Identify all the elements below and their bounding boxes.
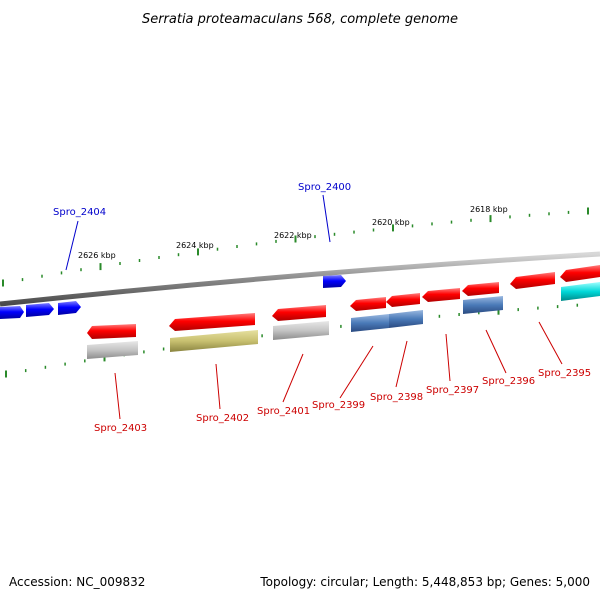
connector-Spro_2398: [395, 340, 408, 388]
forward-tick-ring: [2, 207, 589, 287]
label-connectors: [65, 194, 563, 420]
connector-Spro_2402: [215, 363, 221, 410]
feature-box-Spro_2398[interactable]: [389, 310, 423, 328]
connector-Spro_2399: [339, 345, 374, 399]
gene-arrow-Spro_2398[interactable]: [386, 293, 420, 307]
connector-Spro_2395: [538, 321, 563, 365]
gene-label-Spro_2398[interactable]: Spro_2398: [370, 392, 423, 403]
gene-label-Spro_2399[interactable]: Spro_2399: [312, 400, 365, 411]
feature-box-Spro_2403[interactable]: [87, 341, 138, 359]
gene-arrow-Spro_2402[interactable]: [169, 313, 255, 331]
feature-box-Spro_2401[interactable]: [273, 321, 329, 340]
gene-label-Spro_2404[interactable]: Spro_2404: [53, 207, 106, 218]
reverse-genes-row1: [87, 265, 600, 339]
gene-arrow-Spro_2403[interactable]: [87, 324, 136, 339]
accession-text: Accession: NC_009832: [9, 575, 145, 589]
gene-arrow-Spro_2401[interactable]: [272, 305, 326, 321]
gene-arrow-Spro_2400[interactable]: [323, 275, 346, 288]
feature-box-Spro_2402[interactable]: [170, 330, 258, 352]
connector-Spro_2404: [65, 220, 79, 271]
scale-label-2624: 2624 kbp: [176, 241, 214, 250]
genome-summary-text: Topology: circular; Length: 5,448,853 bp…: [259, 575, 590, 589]
gene-label-Spro_2401[interactable]: Spro_2401: [257, 406, 310, 417]
feature-box-Spro_2396[interactable]: [463, 296, 503, 314]
scale-label-2622: 2622 kbp: [274, 231, 312, 240]
connector-Spro_2401: [282, 353, 304, 403]
gene-label-Spro_2395[interactable]: Spro_2395: [538, 368, 591, 379]
gene-arrow-Spro_2399[interactable]: [350, 297, 386, 311]
gene-arrow-Spro_2397[interactable]: [422, 288, 460, 302]
gene-label-Spro_2400[interactable]: Spro_2400: [298, 182, 351, 193]
gene-arrow-Spro_2404[interactable]: [58, 301, 81, 315]
gene-arrow-forward[interactable]: [26, 303, 54, 317]
scale-label-2618: 2618 kbp: [470, 205, 508, 214]
scale-label-2626: 2626 kbp: [78, 251, 116, 260]
reverse-genes-row2: [87, 282, 600, 359]
gene-label-Spro_2396[interactable]: Spro_2396: [482, 376, 535, 387]
connector-Spro_2400: [322, 194, 331, 243]
gene-arrow-Spro_2395[interactable]: [510, 272, 555, 289]
feature-box-cyan[interactable]: [561, 282, 600, 301]
page-title: Serratia proteamaculans 568, complete ge…: [142, 12, 458, 27]
feature-box-Spro_2399[interactable]: [351, 314, 389, 332]
gene-label-Spro_2402[interactable]: Spro_2402: [196, 413, 249, 424]
forward-genes: [0, 275, 346, 319]
gene-arrow-Spro_2396[interactable]: [462, 282, 499, 296]
gene-arrow-forward[interactable]: [0, 306, 24, 319]
connector-Spro_2396: [485, 329, 507, 374]
genome-backbone: [0, 251, 600, 307]
scale-label-2620: 2620 kbp: [372, 218, 410, 227]
gene-label-Spro_2397[interactable]: Spro_2397: [426, 385, 479, 396]
connector-Spro_2397: [445, 333, 451, 382]
connector-Spro_2403: [114, 372, 121, 420]
gene-arrow-reverse[interactable]: [560, 265, 600, 282]
gene-label-Spro_2403[interactable]: Spro_2403: [94, 423, 147, 434]
